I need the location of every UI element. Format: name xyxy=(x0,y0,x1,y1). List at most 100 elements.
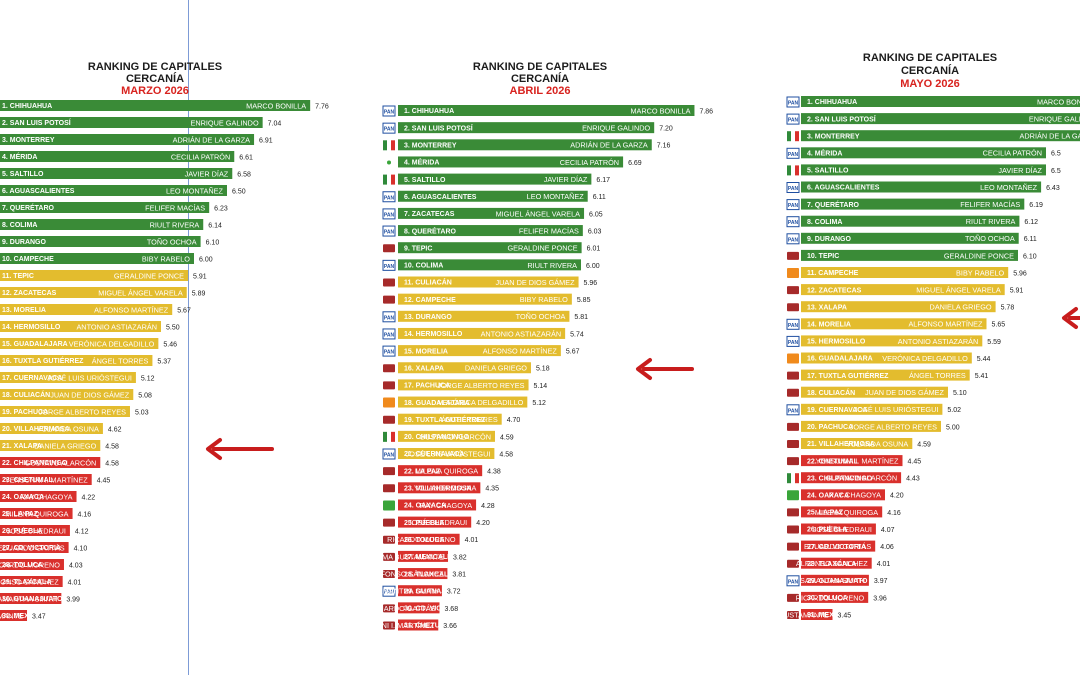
category-label: 2. SAN LUIS POTOSÍ xyxy=(404,123,474,132)
svg-text:PAN: PAN xyxy=(384,590,395,596)
value-label: 6.12 xyxy=(1024,219,1038,226)
category-label: 28. TLAXCALA xyxy=(404,571,453,578)
value-label: 6.19 xyxy=(1029,202,1043,209)
category-label: 15. HERMOSILLO xyxy=(807,339,866,346)
value-label: 4.70 xyxy=(507,417,521,424)
category-label: 19. TUXTLA GUTIÉRREZ xyxy=(404,415,486,424)
category-label: 13. XALAPA xyxy=(807,304,847,311)
svg-text:PAN: PAN xyxy=(384,350,395,356)
svg-text:PAN: PAN xyxy=(788,579,799,585)
candidate-name: ALFONSO SÁNCHEZ xyxy=(372,569,444,578)
candidate-name: ALFONSO SÁNCHEZ xyxy=(0,577,59,586)
candidate-name: CECILIA PATRÓN xyxy=(171,152,230,161)
bar xyxy=(0,491,77,502)
category-label: 20. CHILPANCINGO xyxy=(404,434,470,441)
value-label: 6.5 xyxy=(1051,151,1061,158)
candidate-name: BIBY RABELO xyxy=(142,254,190,263)
candidate-name: JUAN DE DIOS GÁMEZ xyxy=(495,278,575,287)
category-label: 19. PACHUCA xyxy=(2,409,48,416)
value-label: 6.43 xyxy=(1046,185,1060,192)
value-label: 6.10 xyxy=(1023,253,1037,260)
candidate-name: MARCO BONILLA xyxy=(246,101,306,110)
bar xyxy=(801,113,1080,125)
candidate-name: ALFONSO MARTÍNEZ xyxy=(483,347,558,356)
candidate-name: ALFONSO MARTÍNEZ xyxy=(908,320,983,329)
panel-month: MARZO 2026 xyxy=(121,85,189,97)
value-label: 6.11 xyxy=(1024,236,1037,243)
candidate-name: DANIELA GRIEGO xyxy=(930,303,992,312)
value-label: 5.67 xyxy=(177,307,191,314)
candidate-name: JAVIER DÍAZ xyxy=(998,166,1042,175)
bar xyxy=(398,139,652,151)
highlight-arrow-icon xyxy=(206,438,274,460)
category-label: 6. AGUASCALIENTES xyxy=(807,185,880,192)
bar xyxy=(398,585,442,597)
party-logo-icon: PAN xyxy=(382,448,396,460)
category-label: 24. OAXACA xyxy=(404,503,446,510)
category-label: 14. HERMOSILLO xyxy=(2,324,61,331)
bar xyxy=(398,602,440,614)
party-logo-icon: PAN xyxy=(786,404,800,416)
bar xyxy=(801,506,883,518)
panel-title: RANKING DE CAPITALES xyxy=(87,61,223,73)
party-logo-icon xyxy=(787,542,799,551)
value-label: 5.59 xyxy=(987,339,1001,346)
party-logo-icon xyxy=(787,371,799,380)
candidate-name: CECILIA PATRÓN xyxy=(560,158,619,167)
candidate-name: LEO MONTAÑEZ xyxy=(166,186,224,195)
value-label: 3.96 xyxy=(873,595,887,602)
candidate-name: SAMANTHA SMITH xyxy=(800,576,865,585)
value-label: 6.69 xyxy=(628,160,642,167)
bar xyxy=(801,438,913,449)
value-label: 5.91 xyxy=(1010,288,1024,295)
svg-text:PAN: PAN xyxy=(788,101,799,107)
candidate-name: GERALDINE PONCE xyxy=(944,251,1014,260)
party-logo-icon xyxy=(383,518,395,527)
candidate-name: ALFONSO MARTÍNEZ xyxy=(94,305,169,314)
category-label: 9. TEPIC xyxy=(404,245,432,252)
candidate-name: RIULT RIVERA xyxy=(966,217,1016,226)
bar xyxy=(398,190,588,202)
bar xyxy=(0,304,173,315)
bar-row: 16. XALAPA DANIELA GRIEGO 5.18 xyxy=(383,362,550,374)
candidate-name: ÁNGEL TORRES xyxy=(909,371,966,380)
bar-row: PAN 8. COLIMA RIULT RIVERA 6.12 xyxy=(786,215,1038,228)
candidate-name: YENSUNNI I. MARTÍNEZ xyxy=(351,621,435,630)
party-logo-icon: PAN xyxy=(786,182,800,193)
bar xyxy=(801,249,1018,261)
value-label: 5.08 xyxy=(138,392,152,399)
bar xyxy=(398,568,448,580)
category-label: 11. TEPIC xyxy=(2,273,34,280)
bar xyxy=(398,482,481,494)
bar xyxy=(398,173,592,185)
bar xyxy=(801,318,987,330)
category-label: 26. TOLUCA xyxy=(404,537,445,544)
bar xyxy=(801,420,941,432)
party-logo-icon: PAN xyxy=(382,105,396,117)
bar xyxy=(801,540,876,552)
candidate-name: MIGUEL ÁNGEL VARELA xyxy=(496,209,581,218)
party-logo-icon xyxy=(787,457,799,466)
bar-row: 8. COLIMA RIULT RIVERA 6.14 xyxy=(0,219,222,230)
candidate-name: JOSÉ LUIS URIÓSTEGUI xyxy=(47,373,132,382)
value-label: 6.23 xyxy=(214,205,228,212)
category-label: 29. GUANAJUATO xyxy=(807,578,868,585)
bar xyxy=(398,259,581,271)
panel-month: ABRIL 2026 xyxy=(509,85,571,97)
value-label: 4.59 xyxy=(500,434,514,441)
category-label: 4. MÉRIDA xyxy=(807,149,842,158)
category-label: 3. MONTERREY xyxy=(807,133,860,140)
category-label: 5. SALTILLO xyxy=(404,177,446,184)
bar xyxy=(0,389,134,400)
value-label: 5.91 xyxy=(193,273,207,280)
bar xyxy=(0,610,28,621)
bar xyxy=(0,525,70,536)
bar-row: 9. TEPIC GERALDINE PONCE 6.01 xyxy=(383,242,600,254)
candidate-name: FELIFER MACÍAS xyxy=(960,200,1020,209)
bar-row: PAN 6. AGUASCALIENTES LEO MONTAÑEZ 6.43 xyxy=(786,181,1060,193)
party-logo-icon xyxy=(383,295,395,304)
